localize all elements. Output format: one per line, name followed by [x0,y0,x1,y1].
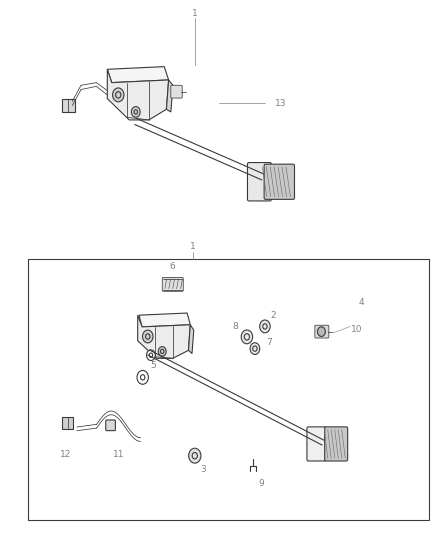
Circle shape [241,330,253,344]
Circle shape [158,346,166,356]
Text: 7: 7 [266,337,272,346]
Text: 5: 5 [150,360,155,369]
Text: 6: 6 [170,262,176,271]
Circle shape [318,327,325,336]
Text: 11: 11 [113,450,124,459]
Text: 3: 3 [200,465,206,474]
FancyBboxPatch shape [247,163,271,201]
FancyBboxPatch shape [307,427,326,461]
Text: 13: 13 [275,99,286,108]
Circle shape [113,88,124,102]
Polygon shape [188,325,194,353]
FancyBboxPatch shape [325,427,348,461]
FancyBboxPatch shape [315,325,329,338]
Circle shape [142,330,153,343]
Text: 2: 2 [270,311,276,320]
Circle shape [131,107,140,117]
Circle shape [137,370,148,384]
FancyBboxPatch shape [62,99,75,112]
Circle shape [260,320,270,333]
Text: 1: 1 [192,9,198,18]
Polygon shape [166,80,173,112]
FancyBboxPatch shape [62,417,74,429]
Polygon shape [107,67,169,83]
FancyBboxPatch shape [171,85,182,98]
Polygon shape [107,69,169,120]
Circle shape [260,173,266,181]
Text: 8: 8 [232,322,238,331]
Circle shape [146,350,155,360]
Circle shape [189,448,201,463]
Bar [28,259,429,520]
Text: 1: 1 [190,243,196,251]
Text: 12: 12 [60,450,71,459]
FancyBboxPatch shape [106,420,115,431]
Polygon shape [139,313,190,327]
Text: 9: 9 [258,479,264,488]
Text: 4: 4 [358,298,364,308]
Circle shape [250,343,260,354]
Text: 10: 10 [351,325,363,334]
FancyBboxPatch shape [264,164,294,199]
Polygon shape [138,315,190,358]
FancyBboxPatch shape [162,278,183,292]
